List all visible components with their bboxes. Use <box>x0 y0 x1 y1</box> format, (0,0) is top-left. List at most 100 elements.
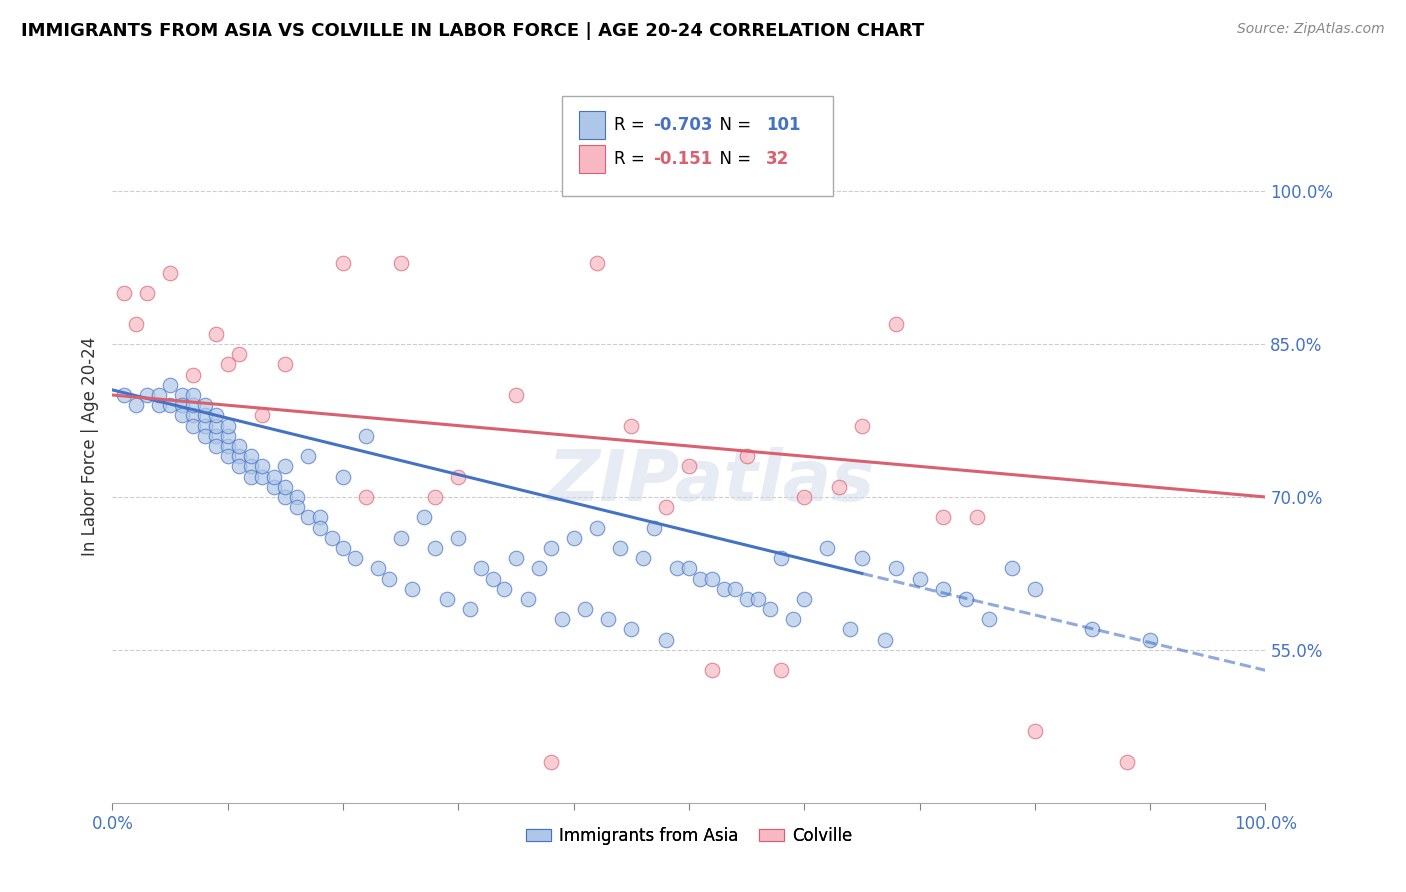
Point <box>217 439 239 453</box>
Point <box>274 490 297 504</box>
Point <box>436 591 458 606</box>
Point <box>540 541 562 555</box>
Point <box>620 418 643 433</box>
FancyBboxPatch shape <box>562 96 832 196</box>
Point <box>458 602 481 616</box>
Text: N =: N = <box>709 116 756 134</box>
Point <box>1024 724 1046 739</box>
Point <box>228 449 250 463</box>
FancyBboxPatch shape <box>579 111 605 139</box>
Point <box>378 572 401 586</box>
Point <box>159 398 181 412</box>
Point <box>297 449 319 463</box>
Point <box>159 377 181 392</box>
Point <box>966 510 988 524</box>
Point <box>851 418 873 433</box>
Point <box>124 398 146 412</box>
Point <box>205 409 228 423</box>
Point <box>782 612 804 626</box>
Point <box>1116 755 1139 769</box>
Point <box>689 572 711 586</box>
Point <box>194 409 217 423</box>
Point <box>574 602 596 616</box>
Point <box>332 469 354 483</box>
Point <box>205 418 228 433</box>
Point <box>1081 623 1104 637</box>
Point <box>217 358 239 372</box>
Point <box>332 541 354 555</box>
Text: R =: R = <box>614 150 650 168</box>
Point <box>274 358 297 372</box>
Point <box>425 541 447 555</box>
Point <box>181 368 204 382</box>
Point <box>136 388 159 402</box>
Point <box>343 551 366 566</box>
Point <box>482 572 505 586</box>
Text: N =: N = <box>709 150 756 168</box>
Point <box>170 398 193 412</box>
Point <box>931 510 953 524</box>
Point <box>239 469 262 483</box>
Point <box>713 582 735 596</box>
Point <box>700 572 723 586</box>
Point <box>194 398 217 412</box>
Point <box>181 388 204 402</box>
Point <box>678 459 700 474</box>
Text: Source: ZipAtlas.com: Source: ZipAtlas.com <box>1237 22 1385 37</box>
Point <box>367 561 389 575</box>
FancyBboxPatch shape <box>579 145 605 173</box>
Point <box>793 490 815 504</box>
Point <box>931 582 953 596</box>
Point <box>770 551 793 566</box>
Point <box>505 551 527 566</box>
Point <box>643 520 665 534</box>
Point <box>609 541 631 555</box>
Point <box>112 388 135 402</box>
Point <box>447 469 470 483</box>
Point <box>205 439 228 453</box>
Point <box>494 582 516 596</box>
Point <box>793 591 815 606</box>
Point <box>228 347 250 361</box>
Point <box>181 398 204 412</box>
Point <box>274 480 297 494</box>
Point <box>873 632 896 647</box>
Point <box>274 459 297 474</box>
Point <box>758 602 780 616</box>
Text: ZIPatlas: ZIPatlas <box>548 447 876 516</box>
Point <box>228 459 250 474</box>
Point <box>181 418 204 433</box>
Point <box>770 663 793 677</box>
Point <box>252 469 274 483</box>
Point <box>666 561 689 575</box>
Point <box>285 500 308 515</box>
Point <box>551 612 574 626</box>
Point <box>562 531 585 545</box>
Y-axis label: In Labor Force | Age 20-24: In Labor Force | Age 20-24 <box>80 336 98 556</box>
Point <box>1139 632 1161 647</box>
Point <box>678 561 700 575</box>
Point <box>527 561 550 575</box>
Point <box>401 582 423 596</box>
Legend: Immigrants from Asia, Colville: Immigrants from Asia, Colville <box>519 821 859 852</box>
Point <box>1001 561 1024 575</box>
Point <box>217 418 239 433</box>
Point <box>620 623 643 637</box>
Point <box>194 429 217 443</box>
Point <box>148 398 170 412</box>
Point <box>540 755 562 769</box>
Point <box>297 510 319 524</box>
Point <box>955 591 977 606</box>
Point <box>655 500 678 515</box>
Point <box>735 449 758 463</box>
Point <box>828 480 851 494</box>
Point <box>194 418 217 433</box>
Point <box>700 663 723 677</box>
Point <box>735 591 758 606</box>
Point <box>205 326 228 341</box>
Point <box>354 429 377 443</box>
Point <box>159 266 181 280</box>
Text: 101: 101 <box>766 116 800 134</box>
Point <box>585 255 607 269</box>
Point <box>598 612 620 626</box>
